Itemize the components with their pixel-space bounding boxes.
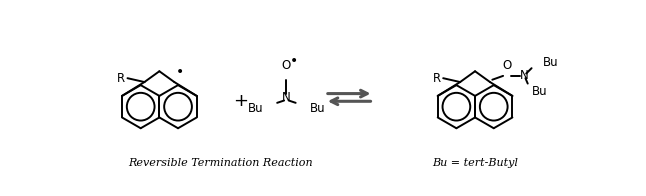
Text: •: •	[176, 65, 184, 79]
Text: +: +	[233, 92, 247, 110]
Text: Reversible Termination Reaction: Reversible Termination Reaction	[129, 158, 313, 168]
Text: Bu: Bu	[543, 55, 559, 69]
Text: R: R	[117, 72, 125, 85]
Text: Bu: Bu	[309, 103, 325, 115]
Text: Bu = tert-Butyl: Bu = tert-Butyl	[432, 158, 518, 168]
Text: O: O	[503, 59, 512, 72]
Text: Bu: Bu	[532, 85, 547, 98]
Text: N: N	[282, 91, 291, 104]
Text: Bu: Bu	[247, 103, 264, 115]
Text: O: O	[282, 59, 291, 72]
Text: R: R	[433, 72, 441, 85]
Text: •: •	[290, 54, 298, 68]
Text: N: N	[519, 69, 528, 82]
